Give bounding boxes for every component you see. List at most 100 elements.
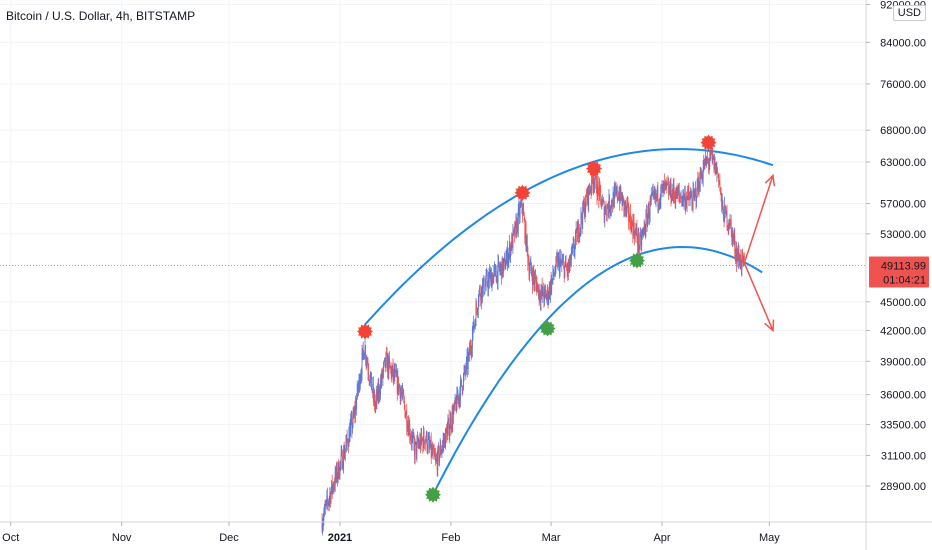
candle-body [650, 199, 652, 201]
candle-body [488, 272, 490, 278]
candle-body [497, 262, 499, 283]
candle-body [386, 353, 387, 354]
candle-body [517, 209, 519, 230]
candle-body [335, 471, 337, 477]
candle-body [579, 227, 581, 229]
candle-body [581, 219, 583, 225]
candle-body [526, 235, 528, 248]
candle-body [442, 440, 444, 445]
arrow-shaft [743, 262, 774, 331]
candle-body [356, 384, 358, 399]
candle-body [567, 263, 569, 272]
candle-body [597, 181, 599, 189]
candle-body [730, 219, 732, 223]
currency-button[interactable]: USD [892, 5, 926, 21]
candle-body [495, 276, 497, 283]
candle-body [458, 396, 460, 402]
candle-body [520, 204, 522, 207]
candle-body [372, 384, 374, 392]
candle-body [656, 194, 658, 198]
candle-body [590, 189, 592, 191]
candle-body [736, 249, 737, 264]
candle-body [732, 231, 733, 242]
candle-body [560, 258, 562, 264]
candle-body [646, 212, 647, 214]
candle-body [436, 459, 438, 471]
candle-body [469, 345, 471, 355]
candle-body [704, 159, 706, 169]
candle-body [460, 379, 462, 381]
candle-body [418, 444, 420, 446]
candle-body [421, 439, 423, 441]
candle-body [412, 435, 414, 437]
candle-body [715, 163, 717, 173]
candle-body [399, 385, 401, 389]
candle-body [463, 371, 465, 376]
candle-body [686, 197, 688, 205]
candle-body [558, 257, 560, 258]
candle-body [690, 194, 692, 197]
candle-body [493, 269, 495, 276]
candle-body [537, 284, 539, 287]
candle-body [489, 272, 491, 283]
bottom-marker [539, 320, 556, 337]
candle-body [510, 245, 511, 258]
candle-body [349, 427, 351, 442]
candle-body [670, 182, 672, 201]
candle-body [503, 259, 505, 264]
candle-body [351, 417, 353, 431]
y-tick-label: 28900.00 [880, 481, 926, 493]
candle-body [516, 221, 517, 235]
candle-body [613, 193, 615, 207]
candle-body [743, 256, 745, 260]
candle-body [455, 397, 457, 403]
candle-body [610, 200, 612, 209]
candle-body [364, 353, 365, 360]
candle-body [722, 201, 724, 209]
x-tick-label: May [759, 532, 780, 544]
candle-body [417, 438, 419, 445]
candle-body [431, 448, 433, 456]
candle-body [565, 260, 566, 266]
candle-body [523, 209, 525, 216]
candle-body [393, 369, 395, 378]
candle-body [338, 462, 340, 478]
candle-body [593, 179, 595, 186]
candle-body [733, 235, 735, 239]
candle-body [342, 467, 344, 469]
candle-body [405, 414, 406, 418]
candle-body [464, 366, 466, 371]
candle-body [616, 187, 618, 199]
candle-body [509, 243, 511, 258]
candle-body [451, 427, 452, 429]
candle-body [355, 403, 356, 415]
candle-body [675, 197, 677, 203]
candle-body [395, 370, 396, 372]
candle-body [603, 202, 605, 221]
candle-body [508, 251, 510, 259]
candle-body [377, 386, 379, 398]
candle-body [556, 258, 557, 259]
candle-body [708, 160, 709, 166]
candle-body [621, 196, 622, 199]
candle-body [551, 278, 553, 280]
candle-body [562, 262, 563, 264]
candle-body [672, 184, 674, 197]
candle-body [400, 392, 402, 394]
candle-body [721, 193, 723, 207]
candle-body [383, 364, 384, 372]
candle-body [678, 190, 680, 195]
candle-body [563, 262, 565, 278]
candle-body [530, 262, 532, 265]
candle-body [403, 399, 405, 406]
y-tick-label: 45000.00 [880, 297, 926, 309]
candle-body [394, 370, 396, 378]
candle-body [412, 435, 414, 437]
candle-body [727, 224, 729, 228]
price-tag-value: 49113.99 [881, 260, 926, 272]
candle-body [460, 380, 461, 402]
candle-body [662, 184, 664, 193]
candle-body [624, 202, 626, 210]
candle-body [603, 201, 604, 203]
